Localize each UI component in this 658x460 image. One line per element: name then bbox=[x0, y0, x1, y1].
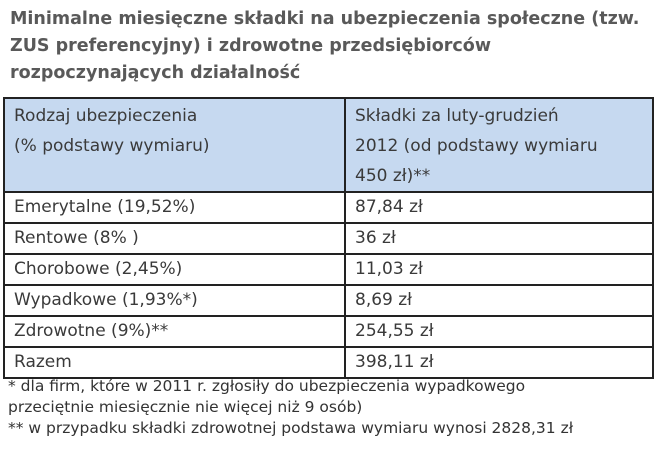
cell-type: Emerytalne (19,52%) bbox=[3, 191, 346, 224]
table-row: Rentowe (8% ) 36 zł bbox=[3, 222, 654, 255]
table-row: Chorobowe (2,45%) 11,03 zł bbox=[3, 253, 654, 286]
footnote: ** w przypadku składki zdrowotnej podsta… bbox=[8, 419, 574, 437]
cell-amount: 254,55 zł bbox=[344, 315, 654, 348]
header-contributions: Składki za luty-grudzień 2012 (od podstaw… bbox=[344, 97, 654, 193]
cell-amount: 11,03 zł bbox=[344, 253, 654, 286]
cell-type: Rentowe (8% ) bbox=[3, 222, 346, 255]
cell-amount: 87,84 zł bbox=[344, 191, 654, 224]
table-row: Emerytalne (19,52%) 87,84 zł bbox=[3, 191, 654, 224]
table-row: Wypadkowe (1,93%*) 8,69 zł bbox=[3, 284, 654, 317]
header-text: Rodzaj ubezpieczenia bbox=[14, 106, 198, 126]
table-row-total: Razem 398,11 zł bbox=[3, 346, 654, 379]
cell-amount: 8,69 zł bbox=[344, 284, 654, 317]
cell-type: Wypadkowe (1,93%*) bbox=[3, 284, 346, 317]
footnotes: * dla firm, które w 2011 r. zgłosiły do … bbox=[8, 376, 573, 439]
cell-type: Zdrowotne (9%)** bbox=[3, 315, 346, 348]
contributions-table: Rodzaj ubezpieczenia (% podstawy wymiaru)… bbox=[3, 97, 654, 379]
header-text: (% podstawy wymiaru) bbox=[14, 136, 210, 156]
table-row: Zdrowotne (9%)** 254,55 zł bbox=[3, 315, 654, 348]
header-text: 2012 (od podstawy wymiaru bbox=[355, 136, 598, 156]
cell-type: Chorobowe (2,45%) bbox=[3, 253, 346, 286]
footnote: * dla firm, które w 2011 r. zgłosiły do … bbox=[8, 377, 526, 395]
cell-amount: 398,11 zł bbox=[344, 346, 654, 379]
footnote: przeciętnie miesięcznie nie więcej niż 9… bbox=[8, 398, 363, 416]
header-text: Składki za luty-grudzień bbox=[355, 106, 559, 126]
header-insurance-type: Rodzaj ubezpieczenia (% podstawy wymiaru) bbox=[3, 97, 346, 193]
document-title: Minimalne miesięczne składki na ubezpiec… bbox=[10, 9, 640, 83]
table-header-row: Rodzaj ubezpieczenia (% podstawy wymiaru)… bbox=[3, 97, 654, 193]
cell-type: Razem bbox=[3, 346, 346, 379]
header-text: 450 zł)** bbox=[355, 166, 431, 186]
cell-amount: 36 zł bbox=[344, 222, 654, 255]
